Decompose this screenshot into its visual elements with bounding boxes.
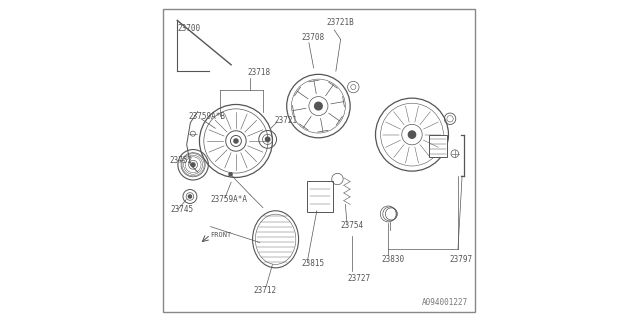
Text: FRONT: FRONT <box>211 232 232 237</box>
Circle shape <box>188 195 191 198</box>
Circle shape <box>234 139 239 144</box>
Text: 23759A*A: 23759A*A <box>211 195 248 204</box>
Text: A094001227: A094001227 <box>422 298 468 307</box>
Bar <box>429 135 447 157</box>
Text: 23745: 23745 <box>171 205 194 214</box>
Text: 23721B: 23721B <box>326 18 354 27</box>
Text: 23721: 23721 <box>274 116 297 125</box>
Text: 23708: 23708 <box>301 33 324 42</box>
Circle shape <box>408 131 415 138</box>
Text: 23815: 23815 <box>301 259 324 268</box>
Circle shape <box>266 137 270 142</box>
Text: 23718: 23718 <box>247 68 270 77</box>
Text: 23797: 23797 <box>449 255 472 264</box>
Text: 23712: 23712 <box>253 285 276 295</box>
Text: 23830: 23830 <box>382 255 405 264</box>
Text: 23727: 23727 <box>347 274 370 283</box>
FancyBboxPatch shape <box>163 9 476 312</box>
Text: 23700: 23700 <box>177 24 200 33</box>
Text: 23759A*B: 23759A*B <box>188 112 225 121</box>
Bar <box>307 180 333 212</box>
Text: 23754: 23754 <box>340 220 363 229</box>
Circle shape <box>315 102 322 110</box>
Circle shape <box>191 163 195 167</box>
Circle shape <box>229 173 232 176</box>
Text: 23752: 23752 <box>170 156 193 165</box>
